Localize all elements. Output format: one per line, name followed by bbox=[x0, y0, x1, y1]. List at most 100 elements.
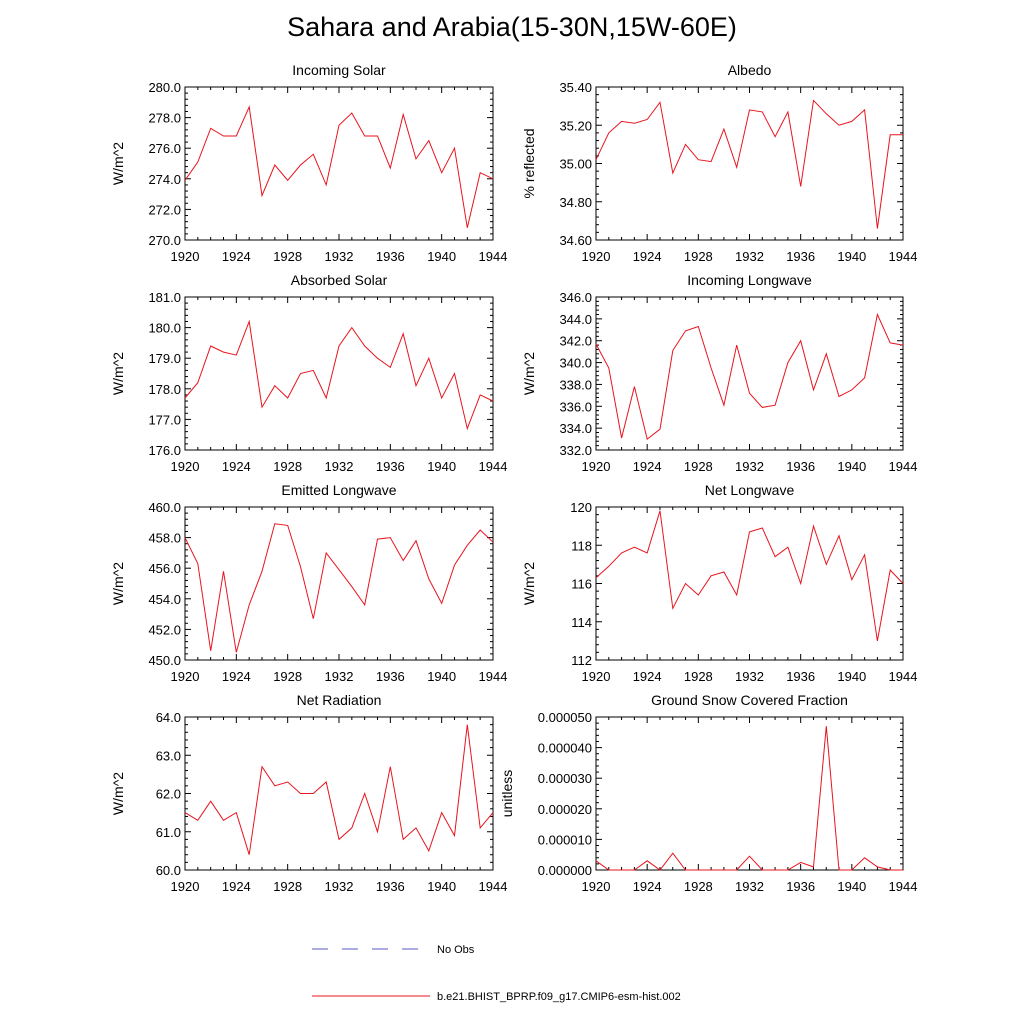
x-tick-label: 1936 bbox=[376, 879, 405, 894]
x-tick-label: 1940 bbox=[837, 669, 866, 684]
y-tick-label: 344.0 bbox=[559, 312, 592, 327]
y-tick-label: 179.0 bbox=[148, 351, 181, 366]
y-tick-label: 460.0 bbox=[148, 500, 181, 515]
y-tick-label: 0.000040 bbox=[538, 741, 592, 756]
x-tick-label: 1920 bbox=[582, 459, 611, 474]
legend-label-model: b.e21.BHIST_BPRP.f09_g17.CMIP6-esm-hist.… bbox=[437, 991, 681, 1003]
y-tick-label: 278.0 bbox=[148, 111, 181, 126]
x-tick-label: 1932 bbox=[735, 879, 764, 894]
x-tick-label: 1940 bbox=[837, 459, 866, 474]
x-tick-label: 1944 bbox=[479, 249, 508, 264]
series-line bbox=[595, 99, 903, 229]
x-tick-label: 1920 bbox=[582, 669, 611, 684]
y-tick-label: 63.0 bbox=[156, 748, 181, 763]
x-tick-label: 1928 bbox=[684, 249, 713, 264]
x-tick-label: 1944 bbox=[479, 459, 508, 474]
x-tick-label: 1932 bbox=[325, 879, 354, 894]
series-line bbox=[184, 523, 494, 653]
y-axis-label: W/m^2 bbox=[521, 352, 537, 395]
x-tick-label: 1944 bbox=[889, 879, 918, 894]
plot-frame bbox=[184, 716, 494, 871]
y-tick-label: 270.0 bbox=[148, 233, 181, 248]
legend: No Obs b.e21.BHIST_BPRP.f09_g17.CMIP6-esm… bbox=[312, 944, 681, 1003]
x-tick-label: 1936 bbox=[786, 459, 815, 474]
y-tick-label: 118 bbox=[571, 538, 592, 553]
y-axis-label: W/m^2 bbox=[110, 562, 126, 605]
y-tick-label: 114 bbox=[571, 615, 592, 630]
x-tick-label: 1924 bbox=[222, 879, 251, 894]
x-tick-label: 1944 bbox=[889, 669, 918, 684]
y-tick-label: 336.0 bbox=[559, 399, 592, 414]
y-tick-label: 116 bbox=[571, 577, 592, 592]
panel-title: Albedo bbox=[728, 62, 772, 78]
x-tick-label: 1932 bbox=[735, 459, 764, 474]
x-tick-label: 1940 bbox=[427, 879, 456, 894]
y-tick-label: 332.0 bbox=[559, 443, 592, 458]
x-tick-label: 1928 bbox=[273, 249, 302, 264]
x-tick-label: 1940 bbox=[427, 249, 456, 264]
x-tick-label: 1940 bbox=[427, 669, 456, 684]
x-tick-label: 1920 bbox=[171, 669, 200, 684]
panel-3: 1920 1924 1928 1932 1936 1940 1944 176.0 177.0 17… bbox=[110, 272, 507, 474]
panel-2: 1920 1924 1928 1932 1936 1940 1944 34.60 34.80 35… bbox=[521, 62, 917, 264]
series-line bbox=[595, 312, 904, 440]
x-tick-label: 1928 bbox=[684, 669, 713, 684]
x-tick-label: 1944 bbox=[889, 459, 918, 474]
y-tick-label: 0.000000 bbox=[538, 863, 592, 878]
x-tick-label: 1920 bbox=[171, 879, 200, 894]
x-tick-label: 1920 bbox=[582, 879, 611, 894]
panel-7: 1920 1924 1928 1932 1936 1940 1944 60.0 61.0 62.0… bbox=[110, 692, 507, 894]
y-tick-label: 334.0 bbox=[559, 421, 592, 436]
y-tick-label: 181.0 bbox=[148, 290, 181, 305]
y-tick-label: 34.80 bbox=[559, 195, 592, 210]
x-tick-label: 1924 bbox=[222, 669, 251, 684]
x-tick-label: 1932 bbox=[735, 669, 764, 684]
y-axis-label: W/m^2 bbox=[110, 142, 126, 185]
y-axis-label: % reflected bbox=[521, 128, 537, 198]
y-tick-label: 452.0 bbox=[148, 622, 181, 637]
x-tick-label: 1924 bbox=[633, 669, 662, 684]
x-tick-label: 1936 bbox=[786, 249, 815, 264]
y-tick-label: 454.0 bbox=[148, 592, 181, 607]
plot-frame bbox=[595, 296, 904, 451]
series-line bbox=[184, 319, 494, 431]
x-tick-label: 1932 bbox=[325, 459, 354, 474]
panel-title: Net Longwave bbox=[705, 482, 795, 498]
x-tick-label: 1928 bbox=[684, 459, 713, 474]
x-tick-label: 1924 bbox=[222, 249, 251, 264]
y-tick-label: 178.0 bbox=[148, 382, 181, 397]
y-tick-label: 276.0 bbox=[148, 141, 181, 156]
x-tick-label: 1920 bbox=[171, 249, 200, 264]
y-tick-label: 0.000020 bbox=[538, 802, 592, 817]
y-tick-label: 346.0 bbox=[559, 290, 592, 305]
x-tick-label: 1932 bbox=[325, 669, 354, 684]
x-tick-label: 1944 bbox=[479, 879, 508, 894]
y-tick-label: 60.0 bbox=[156, 863, 181, 878]
x-tick-label: 1924 bbox=[633, 249, 662, 264]
panel-title: Incoming Solar bbox=[292, 62, 386, 78]
panel-4: 1920 1924 1928 1932 1936 1940 1944 332.0 334.0 33… bbox=[521, 272, 917, 474]
x-tick-label: 1932 bbox=[325, 249, 354, 264]
x-tick-label: 1920 bbox=[171, 459, 200, 474]
panel-title: Net Radiation bbox=[297, 692, 382, 708]
y-tick-label: 280.0 bbox=[148, 80, 181, 95]
x-tick-label: 1940 bbox=[427, 459, 456, 474]
y-axis-label: unitless bbox=[499, 770, 515, 817]
y-tick-label: 0.000050 bbox=[538, 710, 592, 725]
y-tick-label: 450.0 bbox=[148, 653, 181, 668]
x-tick-label: 1924 bbox=[633, 459, 662, 474]
y-tick-label: 177.0 bbox=[148, 412, 181, 427]
x-tick-label: 1924 bbox=[222, 459, 251, 474]
y-axis-label: W/m^2 bbox=[521, 562, 537, 605]
x-tick-label: 1940 bbox=[837, 879, 866, 894]
y-tick-label: 35.40 bbox=[559, 80, 592, 95]
y-tick-label: 64.0 bbox=[156, 710, 181, 725]
panel-title: Ground Snow Covered Fraction bbox=[651, 692, 848, 708]
plot-frame bbox=[595, 716, 904, 871]
x-tick-label: 1936 bbox=[376, 669, 405, 684]
y-tick-label: 0.000030 bbox=[538, 771, 592, 786]
plot-frame bbox=[184, 506, 494, 661]
x-tick-label: 1936 bbox=[376, 249, 405, 264]
y-tick-label: 180.0 bbox=[148, 321, 181, 336]
